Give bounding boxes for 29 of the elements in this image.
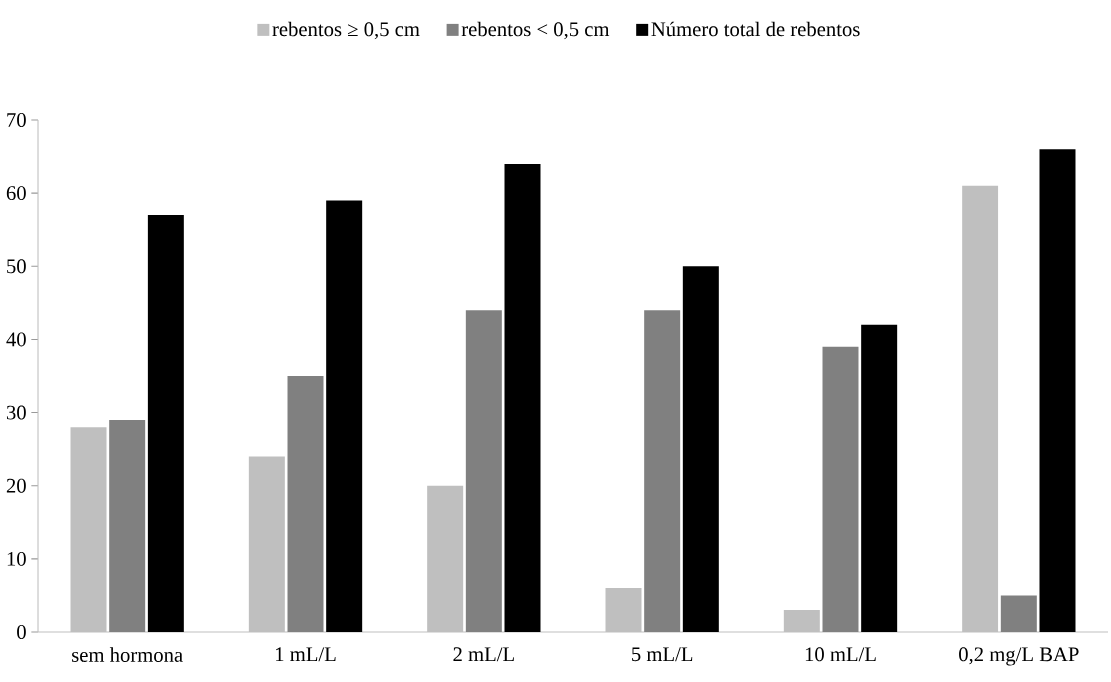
bar — [822, 346, 859, 632]
bar — [109, 419, 146, 632]
y-tick-label: 30 — [6, 405, 26, 420]
x-tick-label: sem hormona — [72, 647, 183, 662]
bar — [326, 200, 363, 632]
bar — [682, 266, 719, 632]
legend-label: rebentos ≥ 0,5 cm — [272, 21, 420, 40]
bar — [465, 310, 502, 632]
y-tick-label: 60 — [6, 186, 26, 201]
bar — [504, 163, 541, 632]
bar — [1000, 595, 1037, 632]
legend-label: rebentos < 0,5 cm — [461, 21, 610, 40]
bar — [1039, 149, 1076, 632]
x-tick-label: 5 mL/L — [632, 647, 693, 662]
y-tick-label: 40 — [6, 332, 26, 347]
y-tick-label: 70 — [7, 113, 26, 127]
bar — [287, 375, 324, 632]
y-tick-label: 0 — [17, 625, 26, 639]
y-tick-label: 20 — [6, 478, 26, 493]
y-tick-label: 10 — [7, 551, 26, 566]
bar — [861, 324, 898, 632]
x-tick-label: 0,2 mg/L BAP — [959, 647, 1079, 666]
y-tick-label: 50 — [7, 259, 26, 274]
x-tick-label: 2 mL/L — [453, 647, 514, 662]
bar — [644, 310, 681, 632]
x-tick-label: 1 mL/L — [276, 647, 336, 662]
bar — [147, 215, 184, 632]
x-tick-label: 10 mL/L — [805, 647, 876, 662]
legend-label: Número total de rebentos — [651, 21, 860, 37]
